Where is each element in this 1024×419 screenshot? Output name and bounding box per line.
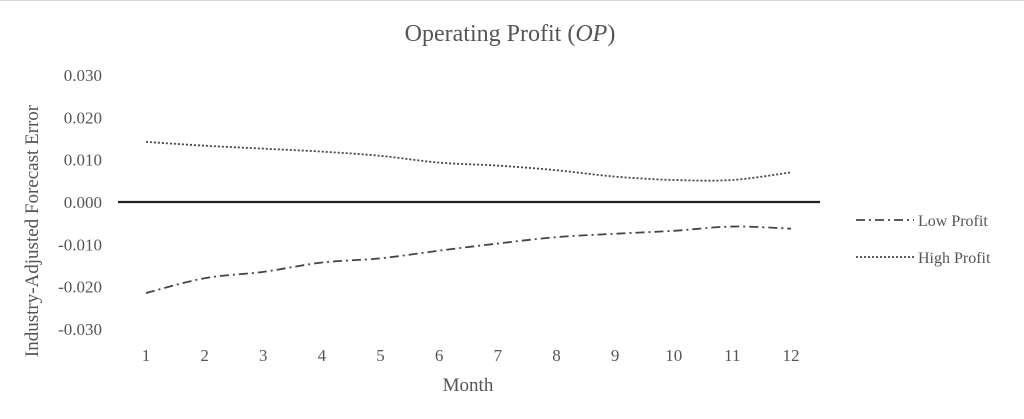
chart-title-suffix: OP — [575, 21, 607, 47]
x-tick-label: 8 — [552, 346, 561, 365]
x-tick-label: 11 — [724, 346, 740, 365]
y-tick-label: -0.010 — [58, 235, 102, 254]
series-layer — [145, 140, 792, 294]
x-tick-label: 10 — [665, 346, 682, 365]
x-tick-label: 6 — [435, 346, 444, 365]
series-line-high-profit — [145, 140, 792, 182]
x-tick-label: 9 — [611, 346, 620, 365]
chart-title: Operating Profit (OP) — [405, 21, 616, 47]
legend-label-high-profit: High Profit — [918, 250, 991, 267]
y-tick-label: 0.020 — [64, 108, 102, 127]
y-tick-label: 0.000 — [64, 193, 102, 212]
y-tick-label: 0.010 — [64, 151, 102, 170]
x-tick-label: 2 — [200, 346, 209, 365]
y-tick-label: 0.030 — [64, 66, 102, 85]
x-tick-label: 12 — [783, 346, 800, 365]
y-tick-label: -0.030 — [58, 320, 102, 339]
x-tick-label: 5 — [376, 346, 385, 365]
legend-label-low-profit: Low Profit — [918, 213, 988, 230]
series-line-low-profit — [145, 225, 792, 294]
y-tick-label: -0.020 — [58, 278, 102, 297]
x-axis-title: Month — [443, 375, 494, 396]
y-axis-title: Industry-Adjusted Forecast Error — [22, 104, 43, 357]
x-tick-labels: 1 2 3 4 5 6 7 8 9 10 11 12 — [142, 346, 800, 365]
x-tick-label: 3 — [259, 346, 268, 365]
x-tick-label: 4 — [318, 346, 327, 365]
x-tick-label: 1 — [142, 346, 151, 365]
chart-title-main: Operating Profit — [405, 21, 562, 47]
legend: Low Profit High Profit — [856, 213, 991, 267]
x-tick-label: 7 — [494, 346, 503, 365]
y-tick-labels: 0.030 0.020 0.010 0.000 -0.010 -0.020 -0.030 — [58, 66, 102, 339]
